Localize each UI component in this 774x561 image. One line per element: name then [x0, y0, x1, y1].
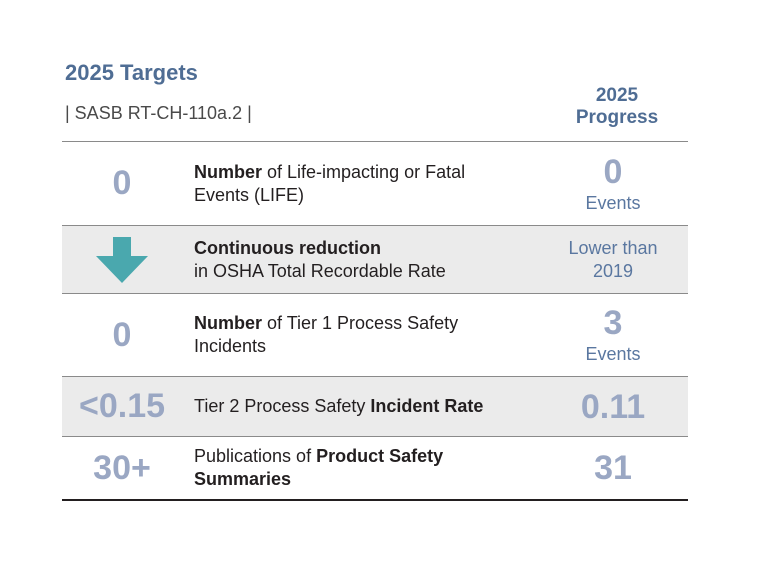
progress-unit: Events — [585, 344, 641, 364]
progress-cell: 0 Events — [556, 142, 670, 225]
down-arrow-icon — [96, 236, 148, 283]
description-bold: Number — [194, 161, 263, 182]
progress-cell: 31 — [556, 437, 670, 499]
target-value: 0 — [112, 315, 132, 354]
progress-text: Lower than 2019 — [568, 237, 658, 281]
target-description: Publications of Product Safety Summaries — [194, 437, 524, 499]
progress-value: 31 — [594, 449, 632, 487]
target-description: Number of Tier 1 Process Safety Incident… — [194, 294, 524, 376]
description-text: of Tier 1 Process Safety Incidents — [194, 313, 459, 356]
progress-cell: 0.11 — [556, 377, 670, 436]
progress-value: 3 — [603, 304, 623, 342]
description-bold: Product Safety Summaries — [194, 446, 444, 489]
description-text: in OSHA Total Recordable Rate — [194, 260, 446, 281]
sasb-reference: | SASB RT-CH-110a.2 | — [65, 103, 252, 123]
description-text: of Life-impacting or Fatal Events (LIFE) — [194, 161, 466, 205]
target-value: 0 — [112, 164, 132, 202]
target-description: Tier 2 Process Safety Incident Rate — [194, 377, 524, 436]
description-text: Tier 2 Process Safety — [194, 396, 371, 416]
table-row: Continuous reduction in OSHA Total Record… — [62, 225, 688, 293]
description-bold: Continuous reduction — [194, 237, 381, 258]
table-row: 30+ Publications of Product Safety Summa… — [62, 436, 688, 501]
progress-header-year: 2025 — [595, 85, 639, 106]
table-row: <0.15 Tier 2 Process Safety Incident Rat… — [62, 376, 688, 436]
progress-cell: 3 Events — [556, 294, 670, 376]
table-row: 0 Number of Life-impacting or Fatal Even… — [62, 141, 688, 225]
target-description: Continuous reduction in OSHA Total Record… — [194, 226, 524, 293]
table-row: 0 Number of Tier 1 Process Safety Incide… — [62, 293, 688, 376]
description-text: Publications of — [194, 446, 317, 466]
target-value — [62, 226, 182, 293]
target-description: Number of Life-impacting or Fatal Events… — [194, 142, 524, 225]
description-bold: Number — [194, 313, 263, 333]
progress-cell: Lower than 2019 — [556, 226, 670, 293]
progress-column-header: 2025 Progress — [560, 85, 674, 129]
target-value: <0.15 — [78, 387, 166, 425]
progress-value: 0 — [603, 152, 623, 191]
progress-value: 0.11 — [580, 387, 646, 426]
progress-header-label: Progress — [575, 107, 659, 128]
targets-table: 0 Number of Life-impacting or Fatal Even… — [62, 141, 688, 501]
progress-unit: Events — [585, 192, 641, 213]
page-title: 2025 Targets — [65, 60, 198, 85]
target-value: 30+ — [93, 448, 151, 487]
description-bold: Incident Rate — [370, 396, 484, 416]
